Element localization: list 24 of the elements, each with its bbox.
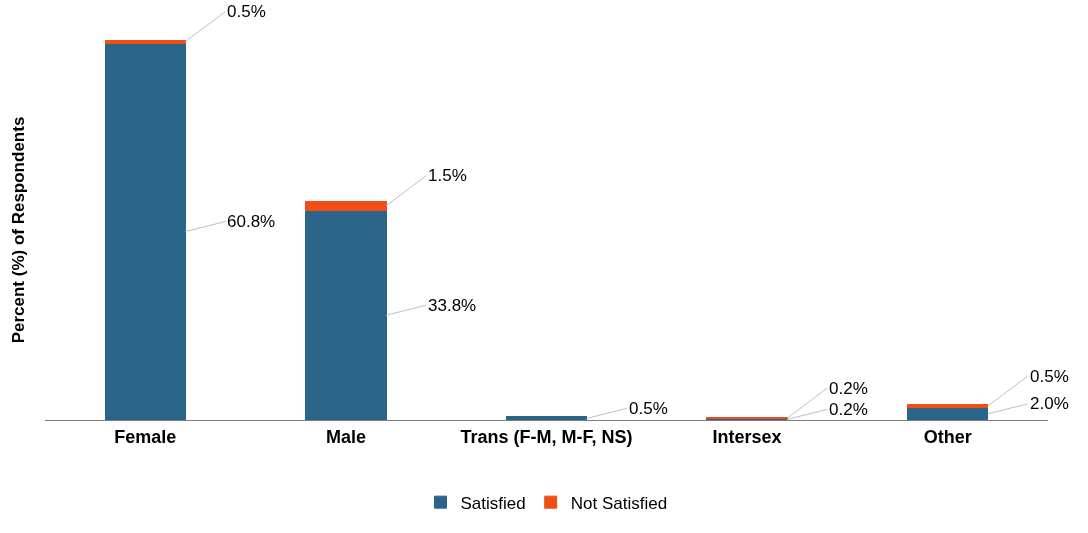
legend-label: Satisfied — [460, 493, 526, 513]
x-tick-label: Other — [923, 426, 972, 447]
bar — [104, 42, 186, 420]
bar — [305, 209, 387, 420]
data-label: 0.2% — [829, 379, 868, 398]
bar — [104, 40, 186, 44]
bar — [505, 416, 588, 420]
data-label: 0.5% — [629, 399, 668, 418]
x-tick-label: Female — [114, 426, 177, 447]
x-tick-label: Intersex — [712, 426, 782, 447]
x-tick-label: Male — [325, 426, 366, 447]
x-tick-label: Trans (F-M, M-F, NS) — [460, 426, 633, 447]
bar — [907, 407, 989, 420]
data-label: 1.5% — [428, 166, 467, 185]
data-label: 0.5% — [1030, 367, 1069, 386]
data-label: 0.2% — [829, 400, 868, 419]
legend-label: Not Satisfied — [570, 493, 668, 513]
data-label: 2.0% — [1030, 394, 1069, 413]
bar — [305, 200, 387, 211]
data-label: 60.8% — [227, 212, 276, 231]
data-label: 0.5% — [227, 2, 266, 21]
y-axis-title: Percent (%) of Respondents — [8, 116, 28, 344]
data-label: 33.8% — [428, 296, 477, 315]
bar — [907, 404, 989, 409]
